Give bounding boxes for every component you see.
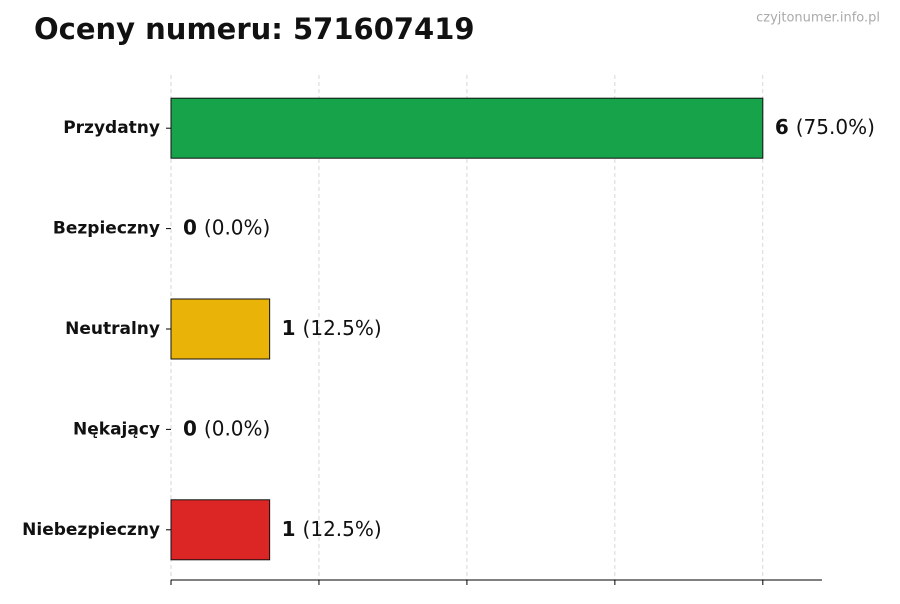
y-tick-label: Niebezpieczny [22,520,160,540]
value-percent: (0.0%) [204,215,270,239]
value-label: 1 (12.5%) [282,316,382,340]
value-count: 0 [183,215,197,239]
y-tick-label: Przydatny [63,118,160,138]
value-count: 1 [282,316,296,340]
y-tick-label: Nękający [73,419,160,439]
value-label: 6 (75.0%) [775,115,875,139]
y-tick-label: Neutralny [65,319,160,339]
watermark: czyjtonumer.info.pl [756,11,880,26]
value-label: 1 (12.5%) [282,516,382,540]
value-percent: (0.0%) [204,416,270,440]
value-label: 0 (0.0%) [183,416,270,440]
y-tick-label: Bezpieczny [53,219,160,239]
value-count: 1 [282,516,296,540]
value-count: 0 [183,416,197,440]
value-label: 0 (0.0%) [183,215,270,239]
bar [170,97,764,159]
bar [170,298,271,360]
chart-title: Oceny numeru: 571607419 [34,12,475,46]
value-percent: (75.0%) [796,115,875,139]
value-percent: (12.5%) [303,316,382,340]
bar [170,499,271,561]
value-count: 6 [775,115,789,139]
value-percent: (12.5%) [303,516,382,540]
